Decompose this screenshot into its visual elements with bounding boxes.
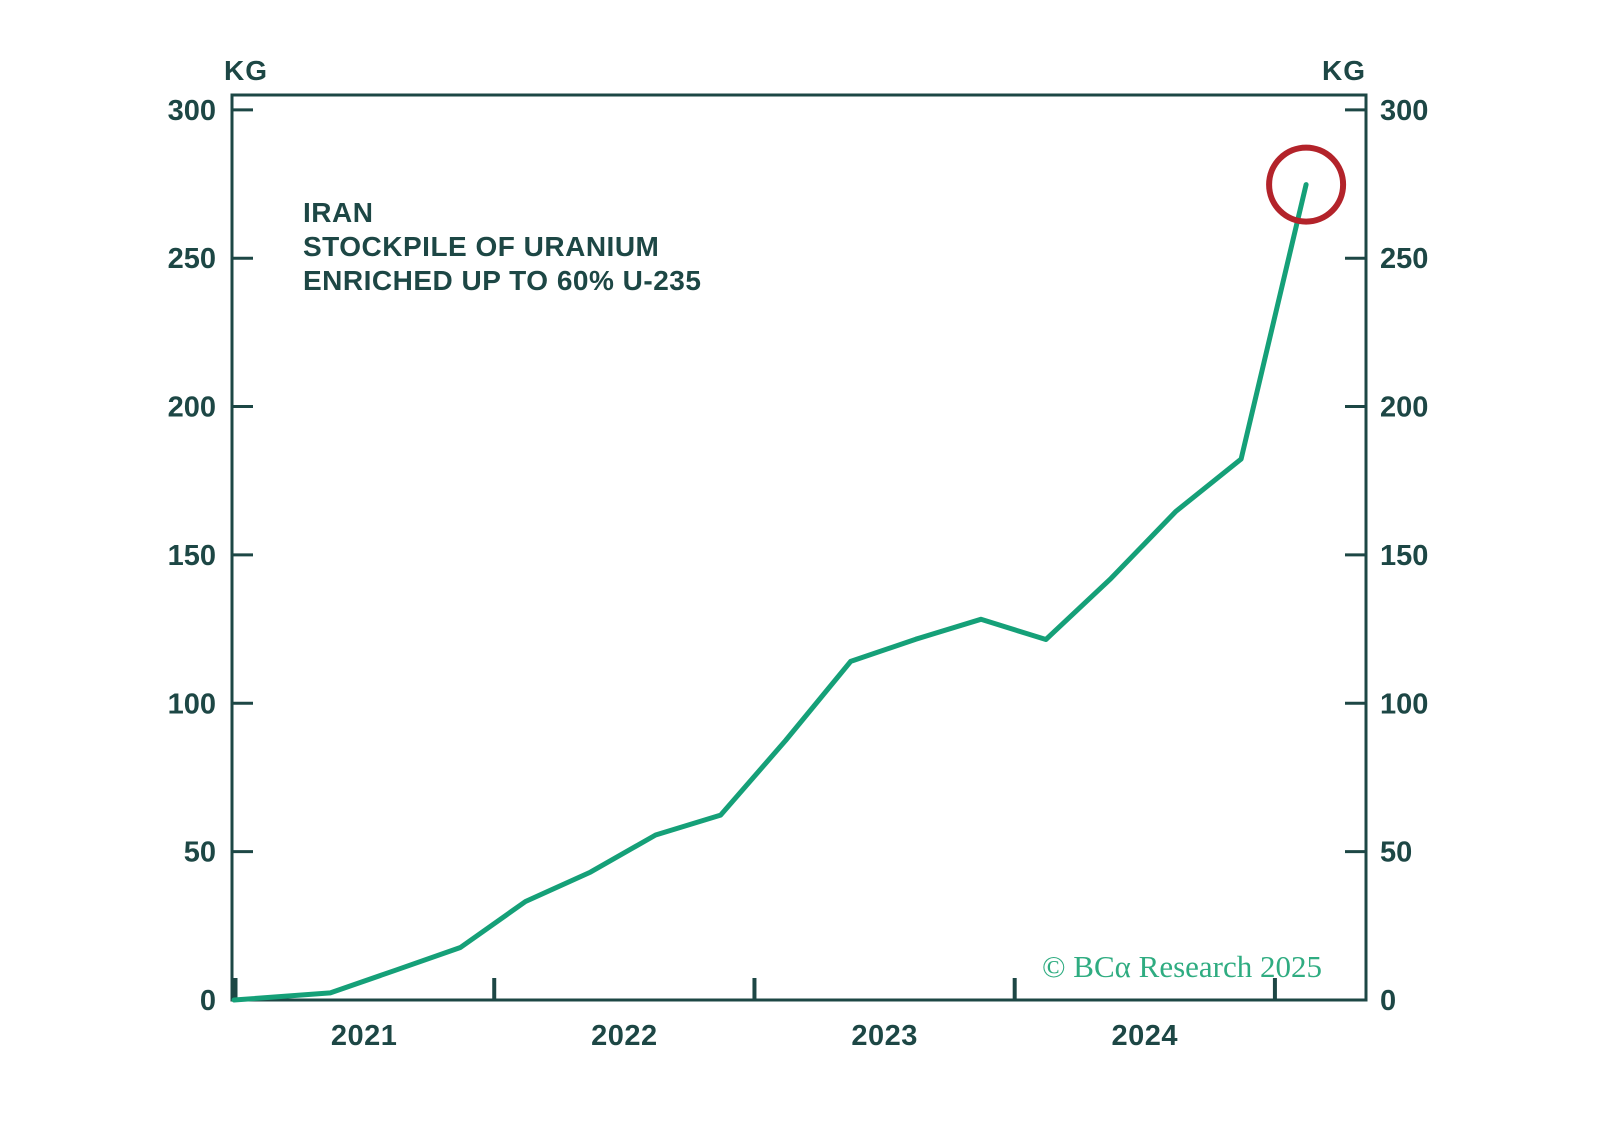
y-tick-label-right-250: 250: [1380, 243, 1428, 275]
stockpile-line: [231, 182, 1309, 1003]
chart-title-line-3: ENRICHED UP TO 60% U-235: [303, 265, 701, 296]
y-tick-label-left-300: 300: [168, 95, 216, 127]
y-tick-label-right-0: 0: [1380, 985, 1396, 1017]
y-tick-label-left-150: 150: [168, 540, 216, 572]
x-tick-label-2024: 2024: [1112, 1020, 1179, 1052]
y-tick-label-right-300: 300: [1380, 95, 1428, 127]
y-tick-label-left-100: 100: [168, 688, 216, 720]
y-axis-right: 0 50 100 150 200 250 300: [1345, 95, 1428, 1017]
watermark-text: © BCα Research 2025: [1042, 949, 1322, 984]
y-tick-label-left-250: 250: [168, 243, 216, 275]
y-tick-label-right-200: 200: [1380, 392, 1428, 424]
x-axis: 2021 2022 2023 2024: [230, 978, 1277, 1052]
y-tick-label-right-150: 150: [1380, 540, 1428, 572]
y-tick-label-left-50: 50: [184, 837, 216, 869]
latest-value-highlight-circle: [1266, 144, 1347, 225]
y-tick-label-right-50: 50: [1380, 837, 1412, 869]
y-tick-label-right-100: 100: [1380, 688, 1428, 720]
y-tick-label-left-200: 200: [168, 392, 216, 424]
y-tick-label-left-0: 0: [200, 985, 216, 1017]
chart-title-line-1: IRAN: [303, 197, 373, 228]
x-tick-label-2021: 2021: [331, 1020, 398, 1052]
chart-title-line-2: STOCKPILE OF URANIUM: [303, 231, 659, 262]
left-axis-unit-label: KG: [224, 55, 268, 86]
y-axis-left: 0 50 100 150 200 250 300: [168, 95, 253, 1017]
plot-border: [230, 93, 1368, 1002]
right-axis-unit-label: KG: [1322, 55, 1366, 86]
x-tick-label-2023: 2023: [851, 1020, 918, 1052]
x-tick-label-2022: 2022: [591, 1020, 658, 1052]
chart-title: IRAN STOCKPILE OF URANIUM ENRICHED UP TO…: [303, 197, 701, 296]
